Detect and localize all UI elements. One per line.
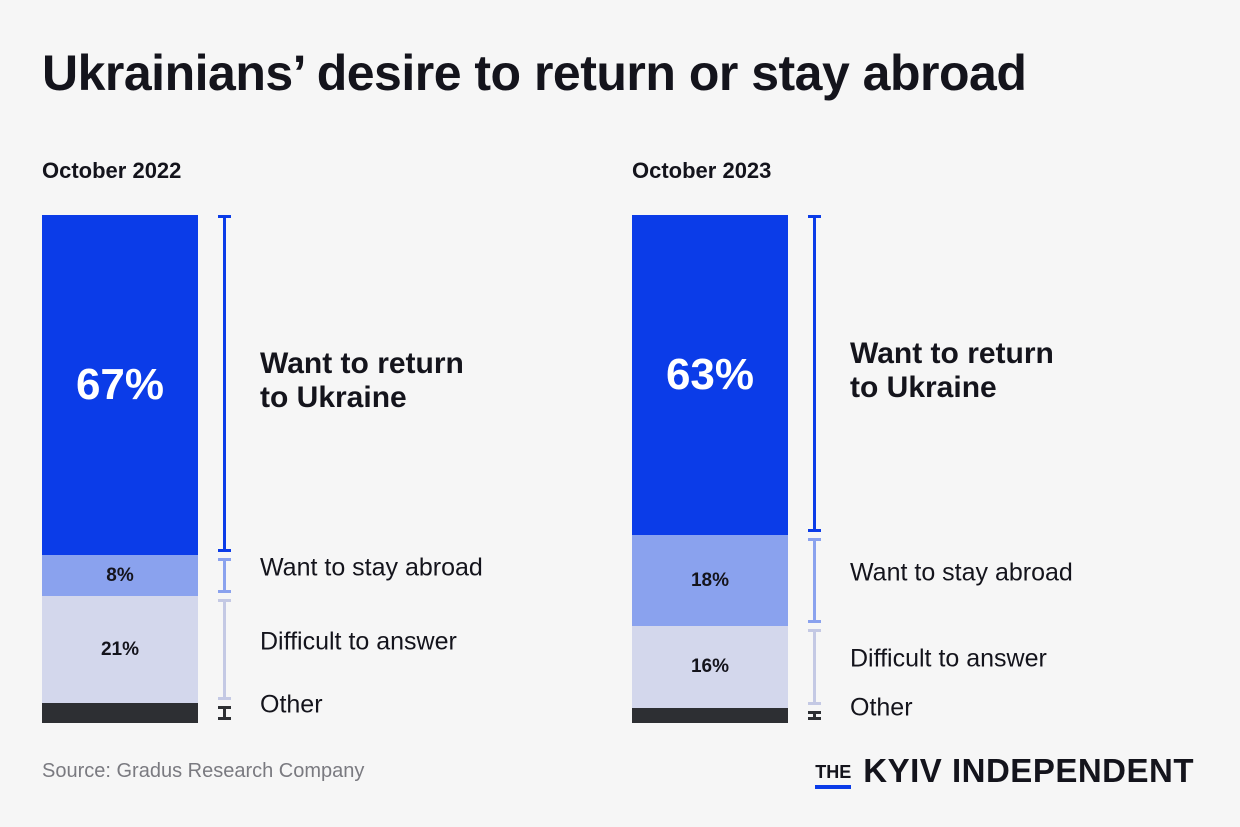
value-label: 16%	[690, 656, 730, 677]
segment-other	[42, 703, 198, 723]
value-label: 67%	[75, 360, 165, 409]
source-note: Source: Gradus Research Company	[42, 760, 365, 782]
label-difficult-to-answer: Difficult to answer	[850, 644, 1047, 673]
bracket-stay	[218, 558, 231, 593]
panel-heading: October 2022	[42, 158, 182, 183]
segment-difficult-to-answer	[42, 596, 198, 703]
label-line-2: to Ukraine	[850, 371, 997, 404]
segment-want-to-return	[632, 215, 788, 535]
segment-want-to-stay-abroad	[632, 535, 788, 626]
label-want-to-stay-abroad: Want to stay abroad	[850, 558, 1073, 586]
bracket-return	[218, 215, 231, 552]
segment-want-to-stay-abroad	[42, 555, 198, 596]
value-label: 8%	[106, 564, 134, 586]
bracket-stay	[808, 538, 821, 623]
chart-title: Ukrainians’ desire to return or stay abr…	[42, 45, 1027, 101]
label-line-2: to Ukraine	[260, 381, 407, 414]
stacked-bar	[42, 215, 198, 723]
label-line-1: Want to return	[260, 347, 464, 380]
bracket-other	[808, 711, 821, 720]
value-label: 18%	[690, 569, 730, 591]
brand-logo: THE KYIV INDEPENDENT	[815, 753, 1194, 789]
segment-difficult-to-answer	[632, 626, 788, 708]
label-other: Other	[260, 690, 323, 719]
label-line-1: Want to return	[850, 337, 1054, 370]
bracket-difficult	[808, 629, 821, 705]
label-want-to-return: Want to return to Ukraine	[260, 347, 464, 415]
bracket-difficult	[218, 599, 231, 700]
panel-heading: October 2023	[632, 158, 772, 183]
segment-other	[632, 708, 788, 723]
value-label: 63%	[665, 350, 755, 399]
segment-want-to-return	[42, 215, 198, 555]
value-label: 21%	[100, 638, 140, 660]
bracket-other	[218, 706, 231, 720]
label-want-to-return: Want to return to Ukraine	[850, 337, 1054, 405]
label-want-to-stay-abroad: Want to stay abroad	[260, 553, 483, 581]
bracket-return	[808, 215, 821, 532]
label-other: Other	[850, 693, 913, 721]
brand-prefix: THE	[815, 763, 852, 789]
brand-name: KYIV INDEPENDENT	[863, 752, 1194, 789]
stacked-bar	[632, 215, 788, 723]
label-difficult-to-answer: Difficult to answer	[260, 627, 457, 655]
